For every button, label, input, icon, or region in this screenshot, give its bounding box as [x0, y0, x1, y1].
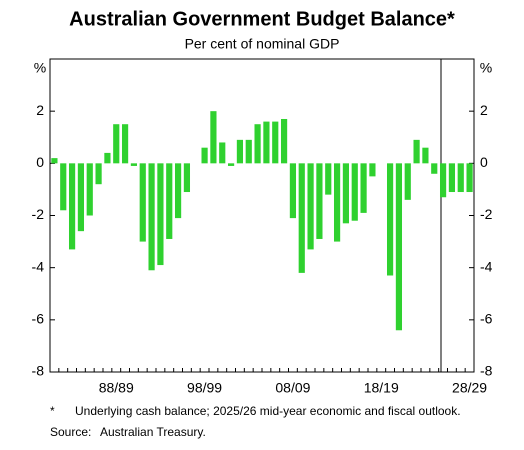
bar	[413, 139, 420, 164]
bar	[466, 163, 473, 193]
chart-subtitle: Per cent of nominal GDP	[185, 36, 340, 52]
y-tick-label: 0	[36, 154, 44, 170]
x-tick-label: 18/19	[364, 380, 399, 396]
chart-title: Australian Government Budget Balance*	[69, 8, 455, 30]
y-tick-label-right: -2	[480, 206, 493, 222]
bar	[183, 163, 191, 193]
bar	[245, 139, 252, 164]
bar	[386, 163, 394, 276]
bar	[139, 163, 146, 242]
y-tick-label-right: 0	[480, 154, 488, 170]
bar	[272, 121, 279, 164]
bar	[77, 163, 85, 232]
bar	[457, 163, 464, 193]
bar	[316, 163, 323, 239]
bar	[307, 163, 314, 250]
y-unit-left: %	[34, 60, 46, 76]
source-label: Source:	[50, 425, 91, 439]
source: Australian Treasury.	[100, 425, 206, 439]
x-tick-label: 08/09	[275, 380, 310, 396]
y-unit-right: %	[480, 60, 492, 76]
plot-frame	[49, 58, 475, 373]
bar	[219, 142, 226, 164]
bar	[263, 121, 270, 164]
y-tick-label-right: -6	[480, 311, 493, 327]
bar	[280, 118, 288, 164]
bar	[148, 163, 155, 271]
bar	[201, 147, 208, 164]
bar	[395, 163, 403, 331]
bar	[236, 139, 244, 164]
y-tick-label-right: -8	[480, 363, 493, 379]
bar	[422, 147, 429, 164]
bar	[121, 124, 129, 164]
y-tick-label: -8	[32, 363, 45, 379]
bar	[210, 111, 217, 164]
bar	[404, 163, 411, 200]
y-tick-label-right: 2	[480, 102, 488, 118]
bar	[227, 163, 235, 166]
x-tick-label: 98/99	[187, 380, 222, 396]
y-tick-label: -4	[32, 258, 45, 274]
y-tick-label: 2	[36, 102, 44, 118]
y-tick-label: -2	[32, 206, 45, 222]
bar	[448, 163, 456, 193]
bar	[254, 124, 261, 164]
bar	[333, 163, 341, 242]
bar	[86, 163, 93, 216]
bar	[342, 163, 350, 224]
bar	[113, 124, 120, 164]
footnote: Underlying cash balance; 2025/26 mid-yea…	[75, 404, 461, 418]
bar	[51, 158, 58, 164]
bar	[68, 163, 76, 250]
x-tick-label: 88/89	[99, 380, 134, 396]
y-tick-label-right: -4	[480, 258, 493, 274]
bar	[60, 163, 67, 211]
bar	[289, 163, 297, 219]
bar	[369, 163, 376, 177]
bar	[104, 152, 111, 164]
y-tick-label: -6	[32, 311, 45, 327]
bar	[439, 163, 447, 198]
bar	[174, 163, 182, 219]
bar	[157, 163, 164, 266]
footnote-marker: *	[50, 404, 55, 418]
bar	[325, 163, 332, 195]
bar	[166, 163, 173, 239]
bar	[431, 163, 438, 174]
bar	[95, 163, 102, 185]
bar	[130, 163, 138, 166]
x-tick-label: 28/29	[452, 380, 487, 396]
bar	[298, 163, 305, 273]
bar	[360, 163, 367, 213]
bar	[351, 163, 358, 221]
